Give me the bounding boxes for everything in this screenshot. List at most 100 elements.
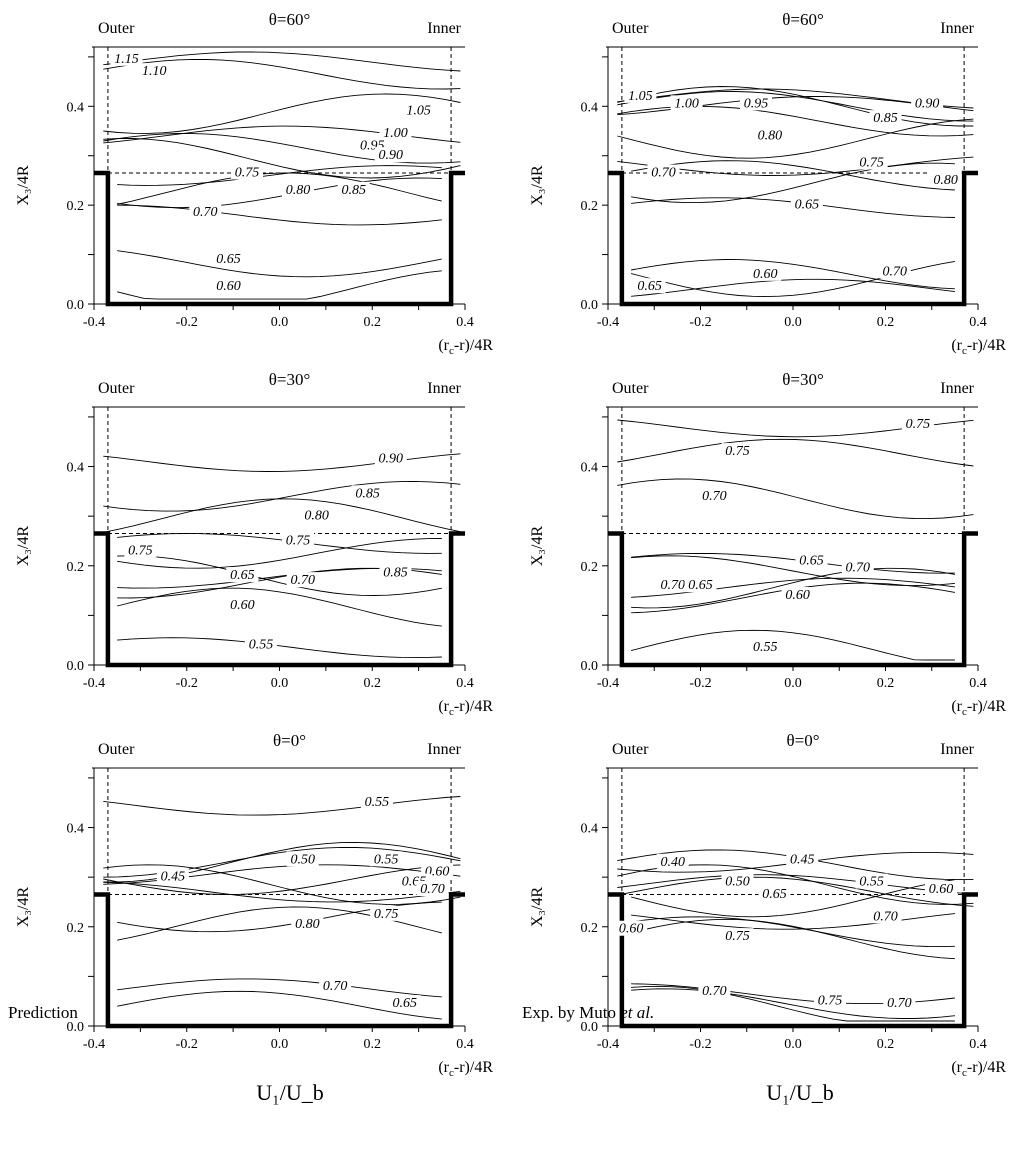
contour-label-bg — [212, 250, 245, 266]
contour-label-bg — [124, 542, 157, 558]
x-tick-label: -0.2 — [176, 1037, 198, 1052]
contour-label: 0.75 — [818, 994, 843, 1009]
contour-label-bg — [721, 873, 754, 889]
contour-label: 0.75 — [128, 543, 153, 558]
contour-label-bg — [402, 102, 435, 118]
y-tick-label: 0.0 — [67, 659, 85, 674]
contour-label-bg — [869, 908, 902, 924]
contour-label: 0.90 — [915, 96, 940, 111]
contour-label-bg — [379, 564, 412, 580]
contour-label: 0.85 — [355, 486, 380, 501]
contour-label-bg — [698, 487, 731, 503]
contour-line — [117, 637, 442, 659]
x-axis-label: (rc-r)/4R — [951, 698, 1006, 718]
contour-line — [631, 577, 955, 598]
quantity-label-left: U₁/U_b — [256, 1080, 324, 1105]
contour-label-bg — [656, 577, 689, 593]
contour-label: 0.65 — [230, 568, 255, 583]
contour-label: 0.70 — [661, 578, 686, 593]
contour-label-bg — [615, 920, 648, 936]
side-label-inner: Inner — [427, 20, 461, 37]
contour-line — [103, 93, 461, 134]
contour-line — [631, 985, 955, 1022]
contour-line — [117, 172, 442, 205]
panel-prediction-60: 0.0 0.2 0.4 -0.4 -0.2 0.0 0.2 0.4 (rc-r)/4R X₃/4R… — [15, 10, 493, 357]
x-tick-label: -0.4 — [597, 676, 619, 691]
contour-label: 0.60 — [425, 865, 450, 880]
side-label-outer: Outer — [612, 380, 649, 397]
contour-label-bg — [878, 263, 911, 279]
x-tick-label: 0.0 — [271, 315, 289, 330]
contour-line — [117, 990, 442, 1020]
x-axis-label: (rc-r)/4R — [438, 698, 493, 718]
contour-label-bg — [282, 181, 315, 197]
contour-label: 0.45 — [790, 852, 815, 867]
contour-label: 0.70 — [651, 166, 676, 181]
contour-label-bg — [319, 977, 352, 993]
x-axis-label: (rc-r)/4R — [951, 1059, 1006, 1079]
x-tick-label: 0.0 — [784, 1037, 802, 1052]
contour-label: 0.75 — [374, 907, 399, 922]
y-tick-label: 0.2 — [67, 199, 85, 214]
y-tick-label: 0.0 — [581, 659, 599, 674]
x-tick-label: 0.2 — [364, 315, 382, 330]
quantity-label-right: U₁/U_b — [766, 1080, 834, 1105]
contour-label-bg — [291, 915, 324, 931]
contour-label-bg — [300, 507, 333, 523]
contour-line — [630, 879, 955, 918]
contour-label-bg — [869, 110, 902, 126]
contour-label: 0.85 — [341, 183, 366, 198]
contour-label-bg — [212, 278, 245, 294]
contour-line — [103, 480, 461, 512]
contour-label-bg — [138, 63, 171, 79]
contour-line — [117, 250, 442, 278]
panel-title: θ=0° — [273, 731, 306, 750]
x-tick-label: 0.2 — [364, 676, 382, 691]
contour-line — [630, 918, 955, 960]
contour-label-bg — [282, 532, 315, 548]
contour-label-bg — [351, 485, 384, 501]
side-label-inner: Inner — [427, 741, 461, 758]
x-tick-label: 0.4 — [456, 315, 474, 330]
contour-line — [117, 587, 442, 627]
contour-label: 0.65 — [216, 252, 241, 267]
contour-label-bg — [753, 127, 786, 143]
contour-label: 0.55 — [859, 875, 884, 890]
side-label-inner: Inner — [940, 380, 974, 397]
y-tick-label: 0.2 — [581, 199, 599, 214]
x-tick-label: 0.4 — [969, 315, 987, 330]
contour-label: 0.70 — [702, 984, 727, 999]
contour-label-bg — [929, 171, 962, 187]
contour-label-bg — [883, 995, 916, 1011]
contour-label: 0.65 — [762, 887, 787, 902]
contour-label: 0.65 — [799, 553, 824, 568]
panel-title: θ=30° — [782, 370, 824, 389]
contour-label-bg — [795, 552, 828, 568]
contour-label-bg — [855, 154, 888, 170]
contour-label-bg — [790, 196, 823, 212]
contour-label-bg — [684, 577, 717, 593]
caption-prediction: Prediction — [8, 1003, 78, 1022]
contour-line — [117, 204, 442, 226]
contour-label: 0.70 — [883, 264, 908, 279]
panel-prediction-0: 0.0 0.2 0.4 -0.4 -0.2 0.0 0.2 0.4 (rc-r)/4R X₃/4R… — [15, 731, 493, 1079]
x-tick-label: -0.4 — [83, 315, 105, 330]
x-tick-label: -0.4 — [597, 1037, 619, 1052]
contour-line — [103, 58, 461, 90]
contour-line — [617, 478, 974, 520]
x-axis-label: (rc-r)/4R — [438, 1059, 493, 1079]
contour-label-bg — [189, 204, 222, 220]
contour-label: 0.70 — [193, 205, 218, 220]
x-axis-label: (rc-r)/4R — [951, 337, 1006, 357]
contour-label-bg — [841, 559, 874, 575]
contour-label-bg — [226, 596, 259, 612]
contour-label: 0.70 — [873, 909, 898, 924]
contour-label-bg — [656, 853, 689, 869]
panel-title: θ=30° — [269, 370, 311, 389]
x-tick-label: -0.2 — [689, 1037, 711, 1052]
y-axis-label: X₃/4R — [529, 887, 546, 928]
contour-label-bg — [110, 50, 143, 66]
contour-label: 0.75 — [235, 166, 260, 181]
x-tick-label: 0.2 — [877, 1037, 895, 1052]
contour-line — [103, 864, 461, 905]
